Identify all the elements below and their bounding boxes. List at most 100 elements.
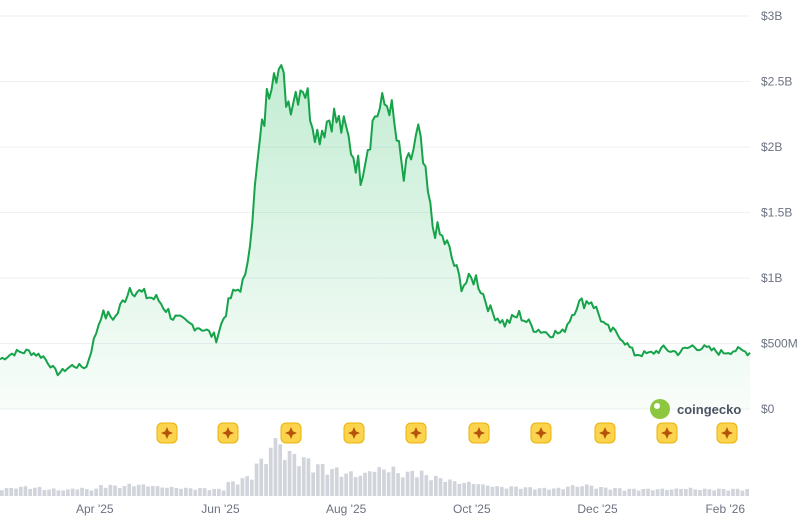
volume-bar [264,464,268,496]
sparkle-icon [721,427,733,439]
volume-bar [561,489,565,496]
volume-bar [570,485,575,496]
volume-bar [688,487,693,496]
volume-bar [603,487,608,496]
event-marker[interactable] [656,422,678,444]
sparkle-icon [285,427,297,439]
event-marker[interactable] [217,422,239,444]
volume-bar [698,490,702,496]
volume-bar [23,486,28,496]
y-tick-label: $500M [761,337,798,351]
volume-bar [174,487,179,496]
volume-bar [650,490,655,496]
volume-bar [537,488,542,496]
sparkle-icon [161,427,173,439]
volume-bar [349,471,353,496]
volume-bar [66,489,70,496]
volume-bar [278,444,282,496]
y-tick-label: $0 [761,402,775,416]
volume-bar [334,467,339,496]
y-tick-label: $1.5B [761,206,792,220]
volume-bar [584,484,589,496]
volume-bar [316,464,320,496]
gecko-icon [650,399,670,419]
volume-bar [0,490,4,496]
sparkle-icon [222,427,234,439]
volume-bar [358,475,363,496]
volume-bar [740,490,745,496]
event-marker[interactable] [594,422,616,444]
volume-bar [33,487,37,496]
sparkle-icon [535,427,547,439]
volume-bar [193,489,198,496]
event-marker[interactable] [716,422,738,444]
volume-bar [372,471,377,496]
volume-bar [103,487,108,496]
volume-bar [330,469,334,496]
volume-bar [169,486,174,496]
event-marker[interactable] [343,422,365,444]
volume-bar [14,488,18,496]
volume-bar [636,490,641,496]
volume-bar [311,472,315,496]
y-tick-label: $3B [761,9,782,23]
sparkle-icon [410,427,422,439]
volume-bar [500,486,504,496]
volume-bar [273,438,278,496]
volume-bar [613,487,617,496]
event-marker[interactable] [156,422,178,444]
volume-bar [268,447,273,496]
volume-bar [632,488,636,496]
volume-bar [42,489,47,496]
volume-bar [179,488,183,496]
volume-bar [617,488,622,496]
volume-bar [575,486,580,496]
volume-bar [735,488,740,496]
volume-bar [745,489,749,496]
volume-bar [108,484,113,496]
volume-bar [51,488,56,496]
volume-bar [665,490,669,496]
event-markers[interactable] [156,422,738,444]
volume-bar [627,488,632,496]
event-marker[interactable] [280,422,302,444]
volume-bar [353,477,358,496]
volume-bar [646,488,650,496]
volume-bar [306,458,311,496]
sparkle-icon [348,427,360,439]
volume-bar [589,485,594,496]
sparkle-icon [661,427,673,439]
volume-bar [556,487,561,496]
volume-bar [259,458,264,496]
watermark-text: coingecko [677,402,741,417]
volume-bar [4,488,9,496]
volume-bar [231,481,235,496]
event-marker[interactable] [468,422,490,444]
volume-bar [443,481,448,496]
volume-bar [99,485,103,496]
volume-bar [434,475,438,496]
volume-bar [514,486,518,496]
volume-bar [457,483,462,496]
volume-bar [419,470,424,496]
volume-bar [490,486,495,496]
x-tick-label: Jun '25 [201,502,240,516]
x-tick-label: Apr '25 [76,502,114,516]
volume-bar [75,489,80,496]
volume-bar [320,463,325,496]
volume-bar [325,474,330,496]
event-marker[interactable] [405,422,427,444]
volume-bar [245,476,249,496]
volume-bar [391,466,396,496]
volume-bar [481,484,485,496]
volume-bar [283,459,287,496]
volume-bar [641,489,646,496]
volume-bar [495,486,499,496]
volume-bar [28,488,32,496]
volume-bar [207,490,212,496]
volume-bar [467,481,471,496]
volume-bar [37,486,42,496]
y-axis-labels: $0 $500M $1B $1.5B $2B $2.5B $3B [761,9,798,416]
event-marker[interactable] [530,422,552,444]
